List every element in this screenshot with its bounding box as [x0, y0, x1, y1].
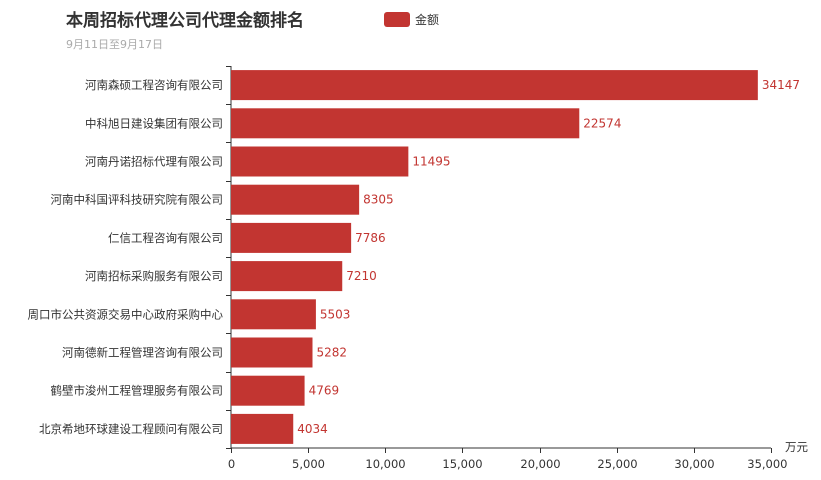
x-tick-label: 30,000	[674, 457, 714, 471]
category-label: 河南丹诺招标代理有限公司	[85, 155, 223, 169]
x-tick-label: 35,000	[747, 457, 787, 471]
legend[interactable]: 金额	[384, 12, 439, 27]
category-label: 鹤壁市浚州工程管理服务有限公司	[51, 384, 224, 398]
chart-subtitle: 9月11日至9月17日	[66, 38, 163, 51]
category-label: 河南招标采购服务有限公司	[85, 269, 223, 283]
x-tick-label: 20,000	[520, 457, 560, 471]
x-tick-label: 15,000	[442, 457, 482, 471]
bar[interactable]	[231, 108, 580, 139]
value-label: 4034	[297, 422, 328, 436]
value-label: 22574	[583, 116, 621, 130]
value-label: 34147	[762, 78, 800, 92]
plot-area: 河南森硕工程咨询有限公司 34147 中科旭日建设集团有限公司 22574 河南丹诺招标…	[28, 66, 808, 471]
category-label: 河南森硕工程咨询有限公司	[85, 78, 223, 92]
chart-title: 本周招标代理公司代理金额排名	[66, 10, 304, 31]
bar[interactable]	[231, 413, 294, 444]
x-tick-label: 10,000	[365, 457, 405, 471]
bar[interactable]	[231, 299, 316, 330]
legend-label[interactable]: 金额	[415, 12, 439, 27]
category-label: 河南中科国评科技研究院有限公司	[51, 193, 224, 207]
value-label: 5282	[316, 346, 347, 360]
bar[interactable]	[231, 70, 758, 101]
bar[interactable]	[231, 184, 360, 215]
value-label: 5503	[320, 307, 351, 321]
value-label: 11495	[412, 155, 450, 169]
value-label: 7786	[355, 231, 386, 245]
x-tick-label: 25,000	[597, 457, 637, 471]
bar[interactable]	[231, 146, 409, 177]
category-label: 河南德新工程管理咨询有限公司	[62, 346, 223, 360]
value-label: 7210	[346, 269, 377, 283]
bar[interactable]	[231, 261, 343, 292]
x-tick-label: 5,000	[292, 457, 325, 471]
bar[interactable]	[231, 337, 313, 368]
category-label: 周口市公共资源交易中心政府采购中心	[28, 307, 224, 321]
value-label: 8305	[363, 193, 394, 207]
bar[interactable]	[231, 222, 352, 253]
value-label: 4769	[309, 384, 340, 398]
legend-swatch[interactable]	[384, 12, 410, 27]
category-label: 中科旭日建设集团有限公司	[85, 116, 223, 130]
x-axis-unit-label: 万元	[785, 440, 808, 454]
category-label: 北京希地环球建设工程顾问有限公司	[39, 422, 223, 436]
category-label: 仁信工程咨询有限公司	[108, 231, 223, 245]
bar[interactable]	[231, 375, 305, 406]
x-tick-label: 0	[228, 457, 235, 471]
